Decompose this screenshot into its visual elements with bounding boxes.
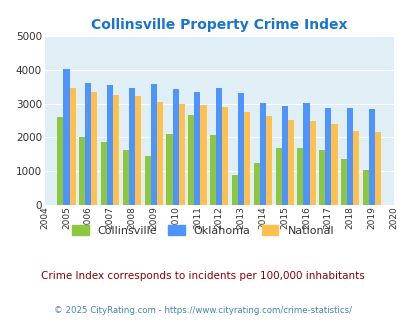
Bar <box>352 131 358 205</box>
Bar <box>63 69 69 205</box>
Bar <box>253 163 259 205</box>
Text: © 2025 CityRating.com - https://www.cityrating.com/crime-statistics/: © 2025 CityRating.com - https://www.city… <box>54 306 351 315</box>
Bar <box>296 148 303 205</box>
Bar <box>166 134 172 205</box>
Bar <box>188 115 194 205</box>
Bar <box>156 102 162 205</box>
Bar <box>79 137 85 205</box>
Bar <box>57 117 63 205</box>
Bar <box>346 108 352 205</box>
Bar <box>324 108 330 205</box>
Bar <box>144 156 150 205</box>
Bar <box>150 84 156 205</box>
Bar <box>91 91 97 205</box>
Bar <box>281 106 287 205</box>
Bar <box>340 159 346 205</box>
Bar <box>330 124 337 205</box>
Bar <box>287 120 293 205</box>
Bar <box>275 148 281 205</box>
Bar <box>309 121 315 205</box>
Bar <box>259 103 265 205</box>
Bar <box>265 116 271 205</box>
Text: Crime Index corresponds to incidents per 100,000 inhabitants: Crime Index corresponds to incidents per… <box>41 271 364 280</box>
Bar <box>362 170 368 205</box>
Bar <box>237 93 243 205</box>
Bar <box>303 103 309 205</box>
Bar <box>374 132 380 205</box>
Bar <box>231 175 237 205</box>
Bar <box>318 150 324 205</box>
Bar <box>69 88 75 205</box>
Bar <box>222 107 228 205</box>
Bar <box>209 135 215 205</box>
Bar <box>128 88 135 205</box>
Bar <box>243 112 249 205</box>
Bar <box>122 150 128 205</box>
Bar <box>194 91 200 205</box>
Bar <box>172 89 178 205</box>
Bar <box>178 104 184 205</box>
Bar <box>368 109 374 205</box>
Title: Collinsville Property Crime Index: Collinsville Property Crime Index <box>91 18 347 32</box>
Bar <box>107 85 113 205</box>
Bar <box>101 142 107 205</box>
Legend: Collinsville, Oklahoma, National: Collinsville, Oklahoma, National <box>67 221 338 240</box>
Bar <box>215 88 222 205</box>
Bar <box>135 96 141 205</box>
Bar <box>200 105 206 205</box>
Bar <box>85 83 91 205</box>
Bar <box>113 94 119 205</box>
